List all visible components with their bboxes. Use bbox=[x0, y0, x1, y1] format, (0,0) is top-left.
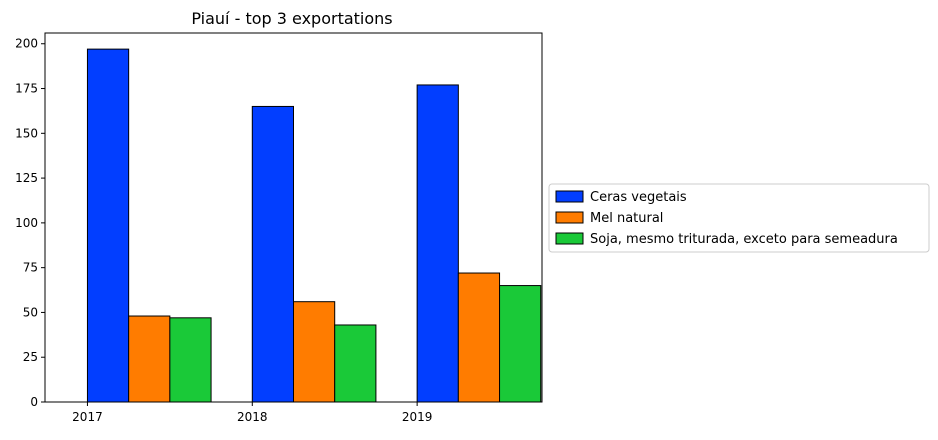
legend: Ceras vegetais Mel natural Soja, mesmo tri… bbox=[548, 183, 930, 253]
legend-swatch bbox=[555, 232, 584, 245]
bar-mel-natural-2019 bbox=[457, 272, 501, 403]
bar-ceras-vegetais-2018 bbox=[251, 105, 294, 403]
bar-soja-mesmo-triturada-exceto-para-semeadura-2017 bbox=[169, 317, 212, 403]
bar-ceras-vegetais-2017 bbox=[86, 48, 130, 403]
legend-label: Ceras vegetais bbox=[590, 190, 687, 205]
y-tick-label: 100 bbox=[15, 216, 38, 230]
y-tick-label: 150 bbox=[15, 126, 38, 140]
x-tick-label: 2019 bbox=[402, 410, 433, 424]
y-tick-label: 50 bbox=[23, 305, 38, 319]
legend-label: Soja, mesmo triturada, exceto para semea… bbox=[590, 232, 898, 247]
y-tick-label: 0 bbox=[30, 395, 38, 409]
legend-box bbox=[548, 183, 930, 253]
bars-group bbox=[86, 48, 542, 403]
bar-mel-natural-2018 bbox=[293, 301, 336, 403]
y-tick-label: 200 bbox=[15, 37, 38, 51]
y-tick-label: 25 bbox=[23, 350, 38, 364]
y-tick-label: 125 bbox=[15, 171, 38, 185]
legend-label: Mel natural bbox=[590, 211, 663, 226]
legend-swatch bbox=[555, 211, 584, 224]
legend-swatch bbox=[555, 190, 584, 203]
x-tick-label: 2018 bbox=[237, 410, 268, 424]
plot-frame bbox=[44, 32, 543, 403]
x-tick-label: 2017 bbox=[72, 410, 103, 424]
bar-ceras-vegetais-2019 bbox=[416, 84, 459, 403]
bar-soja-mesmo-triturada-exceto-para-semeadura-2018 bbox=[334, 324, 377, 403]
y-axis: 0 25 50 75 100 125 150 175 200 bbox=[15, 37, 45, 409]
bar-soja-mesmo-triturada-exceto-para-semeadura-2019 bbox=[499, 285, 542, 403]
bar-mel-natural-2017 bbox=[128, 315, 171, 403]
x-axis: 2017 2018 2019 bbox=[72, 402, 432, 424]
chart-title: Piauí - top 3 exportations bbox=[191, 9, 392, 28]
y-tick-label: 175 bbox=[15, 82, 38, 96]
y-tick-label: 75 bbox=[23, 261, 38, 275]
